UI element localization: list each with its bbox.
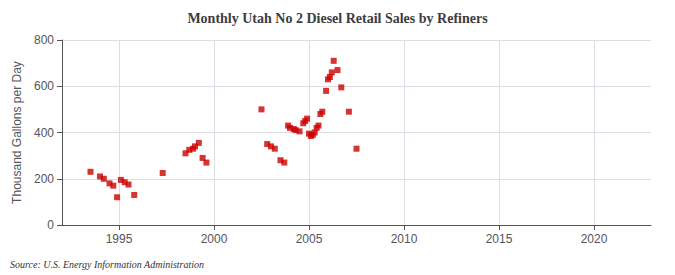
svg-text:200: 200 <box>34 172 54 186</box>
svg-text:Thousand Gallons per Day: Thousand Gallons per Day <box>10 61 24 204</box>
svg-text:400: 400 <box>34 126 54 140</box>
svg-text:600: 600 <box>34 79 54 93</box>
svg-text:800: 800 <box>34 33 54 47</box>
svg-text:Source: U.S. Energy Informatio: Source: U.S. Energy Information Administ… <box>10 259 204 270</box>
svg-text:2000: 2000 <box>201 232 228 246</box>
svg-text:Monthly Utah No 2 Diesel Retai: Monthly Utah No 2 Diesel Retail Sales by… <box>187 11 488 26</box>
svg-text:2010: 2010 <box>391 232 418 246</box>
svg-text:2015: 2015 <box>486 232 513 246</box>
svg-text:2005: 2005 <box>296 232 323 246</box>
svg-text:1995: 1995 <box>106 232 133 246</box>
svg-text:2020: 2020 <box>581 232 608 246</box>
svg-text:0: 0 <box>47 218 54 232</box>
